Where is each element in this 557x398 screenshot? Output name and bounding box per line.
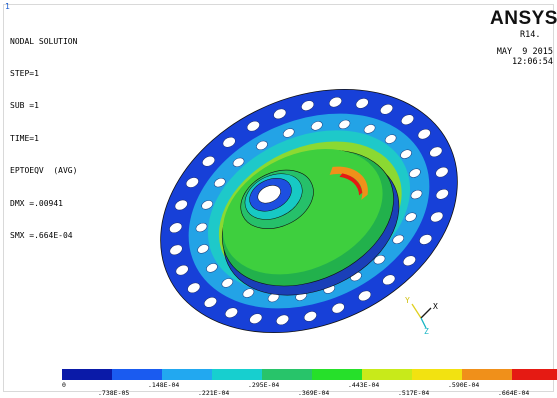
- legend-swatch: [412, 369, 462, 380]
- outer-bolt-hole: [169, 222, 183, 234]
- triad-y-label: Y: [405, 296, 410, 305]
- hotspot-red: [339, 173, 363, 196]
- window-number: 1: [5, 2, 10, 11]
- outer-bolt-hole: [175, 264, 189, 276]
- outer-bolt-hole: [301, 100, 315, 111]
- inner-bolt-hole: [256, 140, 268, 151]
- outer-bolt-hole: [249, 313, 263, 324]
- legend-swatch: [112, 369, 162, 380]
- inner-bolt-hole: [373, 255, 386, 265]
- outer-bolt-hole: [419, 234, 433, 245]
- legend-swatch: [212, 369, 262, 380]
- outer-bolt-hole: [187, 282, 201, 294]
- time-label: 12:06:54: [512, 57, 553, 67]
- outer-bolt-hole: [222, 136, 236, 148]
- legend-label: .517E-04: [398, 389, 430, 397]
- outer-bolt-hole: [329, 96, 342, 108]
- outer-bolt-hole: [435, 166, 449, 178]
- legend-label: .664E-04: [498, 389, 530, 397]
- legend-swatch: [262, 369, 312, 380]
- legend-swatch: [162, 369, 212, 380]
- legend-swatch: [512, 369, 557, 380]
- time-line: TIME=1: [10, 133, 39, 143]
- hotspot-orange: [329, 166, 368, 200]
- inner-bolt-hole: [195, 222, 208, 233]
- outer-bolt-hole: [224, 307, 238, 318]
- outer-bolt-hole: [382, 274, 396, 286]
- legend-label: .221E-04: [198, 389, 230, 397]
- outer-bolt-hole: [202, 156, 216, 167]
- outer-bolt-hole: [273, 108, 287, 120]
- legend-label: .369E-04: [298, 389, 330, 397]
- legend-label: .443E-04: [348, 381, 380, 389]
- inner-bolt-hole: [221, 278, 234, 288]
- legend-swatch: [462, 369, 512, 380]
- outer-bolt-hole: [185, 177, 199, 188]
- outer-bolt-hole: [401, 114, 415, 125]
- inner-bolt-hole: [197, 244, 209, 254]
- outer-bolt-hole: [331, 302, 345, 314]
- date-label: MAY 9 2015: [496, 47, 553, 57]
- inner-bolt-hole: [201, 200, 213, 210]
- coordinate-triad: Y X Z: [405, 296, 438, 336]
- inner-bolt-hole: [242, 288, 255, 298]
- inner-bolt-hole: [400, 149, 412, 159]
- inner-bolt-hole: [232, 157, 245, 167]
- inner-bolt-hole: [410, 189, 423, 200]
- bolt-holes: [169, 96, 449, 326]
- smx-line: SMX =.664E-04: [10, 230, 73, 240]
- timestamp: MAY 9 2015 12:06:54: [475, 47, 553, 67]
- ansys-logo: ANSYS: [490, 8, 557, 29]
- inner-bolt-hole: [213, 178, 226, 188]
- legend-label: 0: [62, 381, 66, 389]
- inner-bolt-hole: [363, 124, 376, 134]
- step-line: STEP=1: [10, 68, 39, 78]
- legend-swatch: [362, 369, 412, 380]
- dmx-line: DMX =.00941: [10, 198, 63, 208]
- outer-bolt-hole: [402, 255, 416, 266]
- inner-bolt-hole: [206, 263, 218, 273]
- legend-label: .295E-04: [248, 381, 280, 389]
- triad-z-label: Z: [424, 327, 429, 336]
- outer-bolt-hole: [430, 211, 444, 223]
- inner-bolt-hole: [282, 128, 295, 138]
- outer-bolt-hole: [355, 98, 369, 109]
- legend-label: .148E-04: [148, 381, 180, 389]
- outer-bolt-hole: [169, 244, 183, 256]
- legend-swatch: [312, 369, 362, 380]
- triad-x-label: X: [433, 302, 438, 311]
- inner-bolt-hole: [384, 134, 397, 144]
- inner-bolt-hole: [405, 212, 417, 222]
- outer-bolt-hole: [246, 120, 260, 132]
- legend-swatch: [62, 369, 112, 380]
- solution-info: NODAL SOLUTION STEP=1 SUB =1 TIME=1 EPTO…: [10, 15, 77, 263]
- inner-bolt-hole: [311, 121, 323, 131]
- outer-bolt-hole: [276, 314, 289, 326]
- outer-bolt-hole: [435, 188, 449, 200]
- inner-bolt-hole: [338, 119, 351, 130]
- inner-bolt-hole: [392, 234, 405, 244]
- outer-bolt-hole: [203, 297, 217, 308]
- release-label: R14.: [520, 30, 541, 40]
- outer-bolt-hole: [417, 128, 431, 140]
- inner-bolt-hole: [409, 168, 421, 178]
- sub-line: SUB =1: [10, 101, 39, 111]
- graphics-frame: [3, 4, 554, 392]
- result-type-line: EPTOEQV (AVG): [10, 166, 78, 176]
- legend-label: .590E-04: [448, 381, 480, 389]
- outer-bolt-hole: [358, 290, 372, 302]
- outer-bolt-hole: [174, 199, 188, 211]
- outer-bolt-hole: [429, 146, 443, 158]
- outer-bolt-hole: [380, 104, 394, 115]
- outer-bolt-hole: [303, 311, 317, 322]
- center-bore: [257, 185, 281, 204]
- contour-legend-bar: [62, 369, 557, 380]
- solution-title: NODAL SOLUTION: [10, 36, 78, 46]
- legend-label: .738E-05: [98, 389, 130, 397]
